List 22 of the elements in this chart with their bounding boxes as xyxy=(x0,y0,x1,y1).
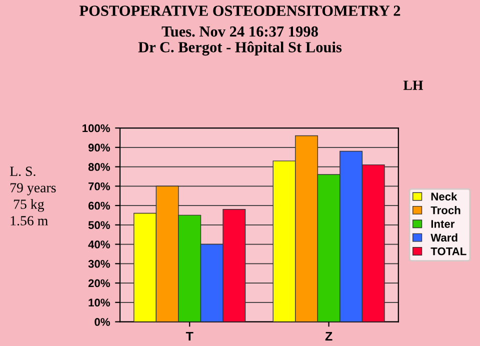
chart-title: POSTOPERATIVE OSTEODENSITOMETRY 2 xyxy=(79,6,400,16)
y-tick-label: 90% xyxy=(88,144,110,152)
text: LH xyxy=(403,80,424,90)
y-tick-label: 80% xyxy=(88,163,110,171)
x-tick-label: Z xyxy=(325,332,332,341)
y-tick-label: 50% xyxy=(88,221,110,230)
y-tick-label: 0% xyxy=(94,318,110,326)
y-tick-label: 70% xyxy=(88,182,110,190)
y-tick-label: 20% xyxy=(88,279,110,288)
legend-label: Ward xyxy=(430,233,458,242)
legend-label: TOTAL xyxy=(430,247,466,256)
y-tick-label: 30% xyxy=(88,260,110,268)
x-tick-label: T xyxy=(186,332,194,341)
legend-label: Neck xyxy=(431,192,458,200)
chart-subtitle: Tues. Nov 24 16:37 1998 Dr C. Bergot - Hôpital St Louis xyxy=(138,26,342,56)
y-tick-label: 40% xyxy=(88,240,110,248)
y-tick-label: 60% xyxy=(88,202,110,210)
text: L. S. 79 years 75 kg 1.56 m xyxy=(10,166,56,226)
legend-label: Inter xyxy=(431,220,455,228)
y-tick-label: 100% xyxy=(82,124,110,132)
y-tick-label: 10% xyxy=(88,298,110,307)
legend-label: Troch xyxy=(430,206,460,214)
